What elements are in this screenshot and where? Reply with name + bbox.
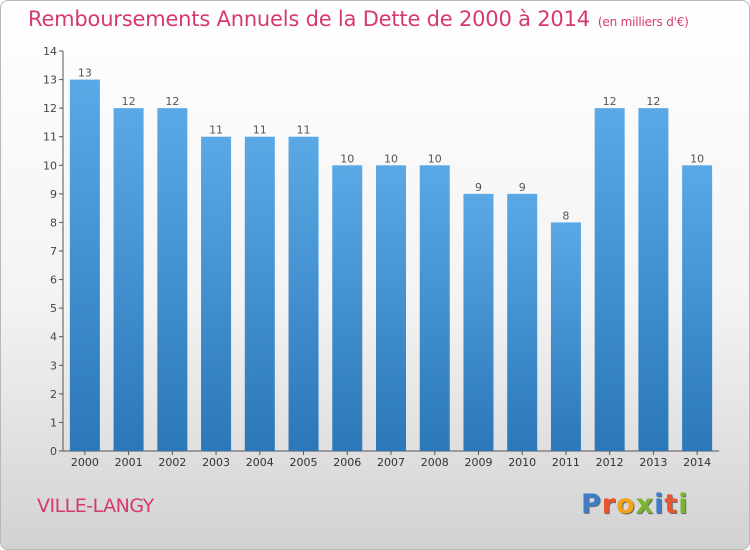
y-tick-label: 11 <box>43 131 57 144</box>
y-tick-label: 4 <box>50 331 57 344</box>
bar <box>69 79 100 452</box>
y-tick-label: 12 <box>43 102 57 115</box>
bar-value-label: 11 <box>297 124 311 137</box>
bar-value-label: 10 <box>340 152 354 165</box>
x-tick-label: 2010 <box>508 456 536 469</box>
bar <box>288 136 319 451</box>
y-tick-label: 6 <box>50 274 57 287</box>
bar <box>507 193 538 451</box>
x-tick-label: 2011 <box>552 456 580 469</box>
y-tick-label: 9 <box>50 188 57 201</box>
x-tick-label: 2014 <box>683 456 711 469</box>
bars-layer <box>69 79 713 452</box>
y-tick-label: 0 <box>50 445 57 458</box>
logo-letter: r <box>601 489 617 520</box>
x-tick-label: 2004 <box>246 456 274 469</box>
x-tick-label: 2000 <box>71 456 99 469</box>
y-tick-label: 3 <box>50 359 57 372</box>
bar <box>201 136 232 451</box>
chart-title: Remboursements Annuels de la Dette de 20… <box>28 7 689 31</box>
bar <box>157 108 188 452</box>
bar-value-label: 12 <box>122 95 136 108</box>
bar-value-label: 13 <box>78 67 92 80</box>
logo-letter: t <box>664 489 679 520</box>
x-tick-label: 2008 <box>421 456 449 469</box>
x-tick-label: 2013 <box>639 456 667 469</box>
labels-layer: 13 2000 12 2001 12 2002 11 2003 11 2004 11 2005 10 20… <box>71 67 711 469</box>
y-tick-label: 8 <box>50 216 57 229</box>
x-tick-label: 2006 <box>333 456 361 469</box>
bar <box>419 165 450 452</box>
bar-value-label: 11 <box>209 124 223 137</box>
y-tick-label: 14 <box>43 45 57 58</box>
bar-value-label: 11 <box>253 124 267 137</box>
bar-value-label: 10 <box>428 152 442 165</box>
bar <box>594 108 625 452</box>
commune-name: VILLE-LANGY <box>37 495 154 517</box>
logo-letter: x <box>635 489 655 520</box>
bar <box>244 136 275 451</box>
y-tick-label: 2 <box>50 388 57 401</box>
x-tick-label: 2003 <box>202 456 230 469</box>
bar-value-label: 8 <box>562 209 569 222</box>
x-tick-label: 2005 <box>290 456 318 469</box>
x-tick-label: 2001 <box>115 456 143 469</box>
logo-letter: i <box>654 489 665 520</box>
bar-value-label: 10 <box>690 152 704 165</box>
bar <box>113 108 144 452</box>
y-tick-label: 10 <box>43 159 57 172</box>
bar-value-label: 12 <box>603 95 617 108</box>
bar-value-label: 9 <box>475 181 482 194</box>
bar-value-label: 10 <box>384 152 398 165</box>
proxiti-logo[interactable]: Proxiti <box>581 489 689 520</box>
bar <box>682 165 713 452</box>
bar <box>332 165 363 452</box>
logo-letter: P <box>581 489 602 520</box>
title-unit: (en milliers d'€) <box>597 15 689 29</box>
x-tick-label: 2009 <box>464 456 492 469</box>
y-tick-label: 13 <box>43 74 57 87</box>
logo-letter: i <box>678 489 689 520</box>
title-text: Remboursements Annuels de la Dette de 20… <box>28 7 590 31</box>
bar <box>550 222 581 451</box>
logo-letter: o <box>616 489 636 520</box>
x-tick-label: 2012 <box>596 456 624 469</box>
x-tick-label: 2007 <box>377 456 405 469</box>
bar-value-label: 12 <box>646 95 660 108</box>
x-tick-label: 2002 <box>158 456 186 469</box>
bar <box>463 193 494 451</box>
y-tick-label: 5 <box>50 302 57 315</box>
y-tick-label: 1 <box>50 416 57 429</box>
bar-value-label: 9 <box>519 181 526 194</box>
bar <box>638 108 669 452</box>
bar-value-label: 12 <box>165 95 179 108</box>
bar <box>376 165 406 452</box>
y-tick-label: 7 <box>50 245 57 258</box>
